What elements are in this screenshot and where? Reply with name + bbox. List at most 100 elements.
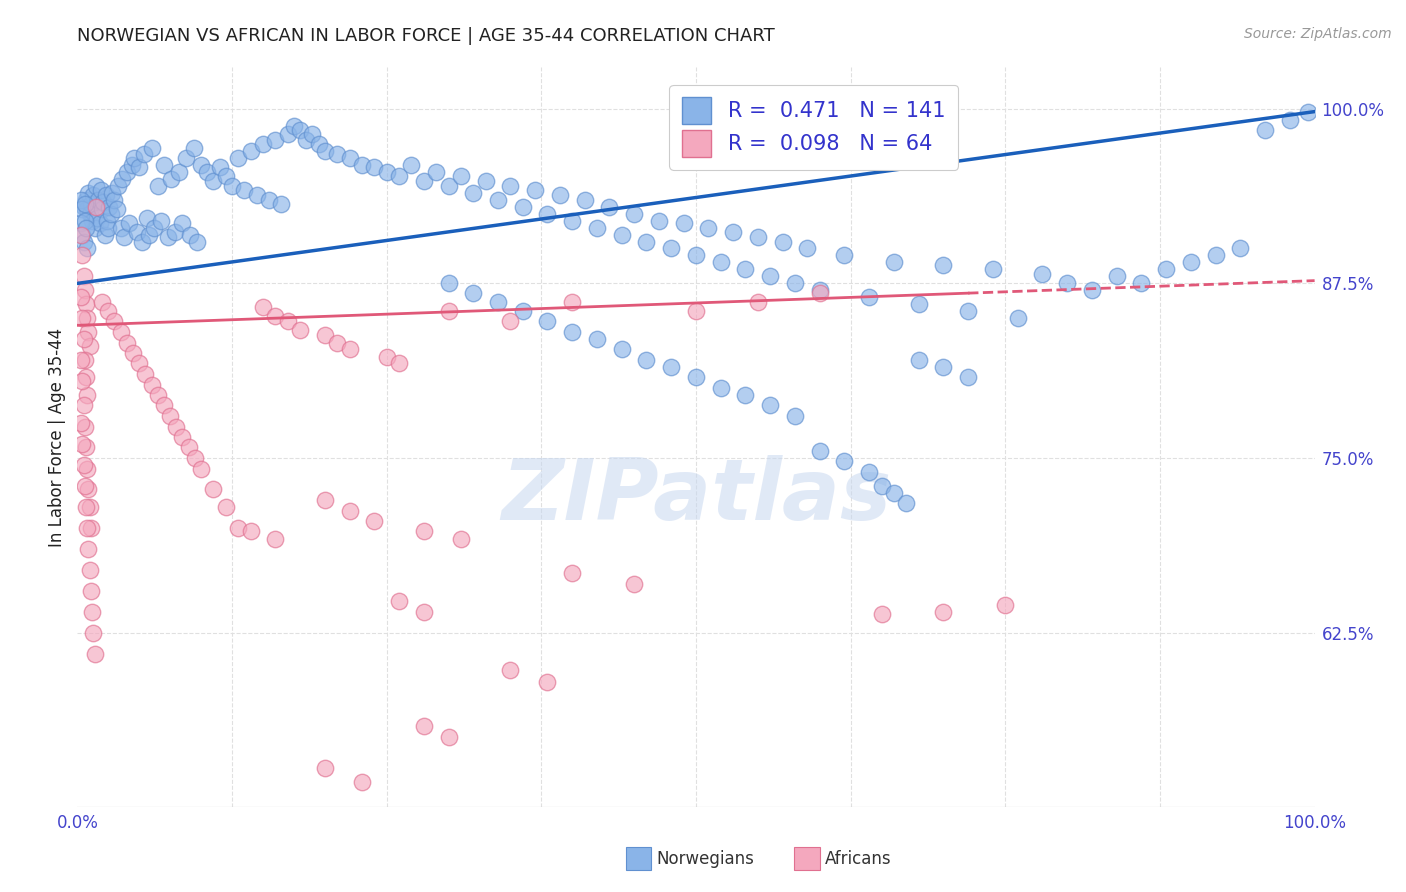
- Point: [215, 500, 238, 514]
- Point: [79, 500, 101, 514]
- Point: [153, 398, 176, 412]
- Point: [295, 132, 318, 146]
- Point: [202, 174, 225, 188]
- Point: [648, 213, 671, 227]
- Point: [561, 213, 583, 227]
- Point: [84, 200, 107, 214]
- Point: [83, 220, 105, 235]
- Point: [499, 314, 522, 328]
- Text: Africans: Africans: [825, 850, 891, 868]
- Point: [314, 144, 336, 158]
- Point: [167, 164, 190, 178]
- Point: [146, 178, 169, 193]
- Point: [1154, 262, 1177, 277]
- Point: [118, 216, 141, 230]
- Point: [72, 437, 94, 451]
- Point: [796, 242, 818, 256]
- Point: [202, 482, 225, 496]
- Text: NORWEGIAN VS AFRICAN IN LABOR FORCE | AGE 35-44 CORRELATION CHART: NORWEGIAN VS AFRICAN IN LABOR FORCE | AG…: [77, 27, 775, 45]
- Point: [932, 258, 955, 272]
- Point: [512, 200, 534, 214]
- Point: [76, 242, 98, 256]
- Point: [375, 164, 398, 178]
- Point: [112, 230, 135, 244]
- Point: [110, 326, 132, 340]
- Point: [93, 227, 115, 242]
- Point: [159, 409, 181, 424]
- Point: [1229, 242, 1251, 256]
- Point: [401, 158, 423, 172]
- Point: [72, 269, 94, 284]
- Point: [685, 248, 707, 262]
- Point: [314, 492, 336, 507]
- Text: Source: ZipAtlas.com: Source: ZipAtlas.com: [1244, 27, 1392, 41]
- Point: [226, 151, 249, 165]
- Point: [73, 284, 96, 298]
- Point: [77, 186, 100, 200]
- Point: [858, 290, 880, 304]
- Point: [314, 761, 336, 775]
- Point: [128, 356, 150, 370]
- Point: [70, 416, 93, 430]
- Point: [246, 188, 269, 202]
- Point: [84, 178, 107, 193]
- Point: [72, 248, 94, 262]
- Point: [474, 174, 496, 188]
- Point: [75, 193, 97, 207]
- Point: [1056, 277, 1078, 291]
- Point: [388, 593, 411, 607]
- Point: [226, 521, 249, 535]
- Point: [896, 496, 918, 510]
- Point: [747, 230, 769, 244]
- Point: [561, 326, 583, 340]
- Point: [75, 297, 97, 311]
- Point: [75, 440, 97, 454]
- Point: [636, 235, 658, 249]
- Point: [80, 196, 103, 211]
- Point: [1278, 113, 1301, 128]
- Y-axis label: In Labor Force | Age 35-44: In Labor Force | Age 35-44: [48, 327, 66, 547]
- Point: [195, 164, 218, 178]
- Point: [907, 297, 929, 311]
- Point: [165, 225, 187, 239]
- Point: [685, 304, 707, 318]
- Text: Norwegians: Norwegians: [657, 850, 755, 868]
- Point: [437, 178, 460, 193]
- Point: [659, 242, 682, 256]
- Point: [710, 255, 733, 269]
- Point: [1007, 311, 1029, 326]
- Point: [1081, 284, 1104, 298]
- Point: [76, 462, 98, 476]
- Point: [561, 566, 583, 580]
- Point: [190, 158, 212, 172]
- Point: [672, 216, 695, 230]
- Point: [174, 151, 197, 165]
- Point: [512, 304, 534, 318]
- Point: [870, 479, 893, 493]
- Point: [610, 342, 633, 356]
- Point: [76, 521, 98, 535]
- Point: [233, 183, 256, 197]
- Point: [156, 230, 179, 244]
- Point: [179, 227, 201, 242]
- Point: [339, 342, 361, 356]
- Point: [932, 605, 955, 619]
- Point: [146, 388, 169, 402]
- Point: [72, 374, 94, 388]
- Point: [270, 196, 292, 211]
- Point: [1105, 269, 1128, 284]
- Point: [264, 132, 287, 146]
- Point: [808, 444, 831, 458]
- Point: [808, 286, 831, 301]
- Point: [75, 220, 97, 235]
- Point: [636, 353, 658, 368]
- Point: [734, 388, 756, 402]
- Point: [239, 144, 262, 158]
- Point: [883, 255, 905, 269]
- Point: [412, 524, 434, 538]
- Point: [107, 178, 129, 193]
- Point: [759, 269, 782, 284]
- Point: [659, 360, 682, 375]
- Point: [208, 161, 231, 175]
- Point: [734, 262, 756, 277]
